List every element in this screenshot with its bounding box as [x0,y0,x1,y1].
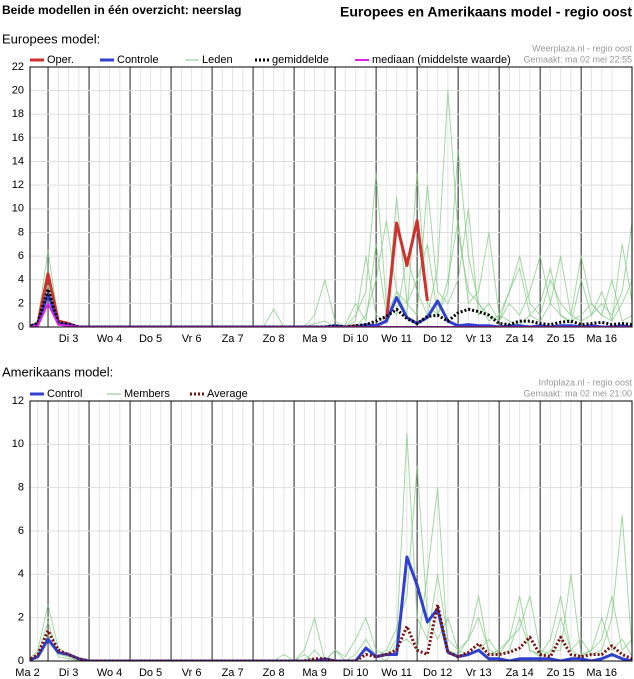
y-tick-label: 16 [12,132,24,144]
x-tick-label: Ma 9 [302,667,326,679]
page-title: Beide modellen in één overzicht: neersla… [2,3,241,17]
member-line [30,149,632,327]
legend-label: Controle [117,54,159,66]
y-tick-label: 4 [18,568,24,580]
x-tick-label: Za 7 [222,667,244,679]
x-tick-label: Di 10 [343,667,369,679]
x-tick-label: Za 7 [222,333,244,345]
member-line [30,184,632,327]
x-tick-label: Di 10 [343,333,369,345]
y-tick-label: 6 [18,250,24,262]
section-title: Amerikaans model: [2,364,113,379]
section-title: Europees model: [2,31,100,46]
x-tick-label: Vr 6 [182,667,202,679]
series-line [30,302,632,327]
x-tick-label: Do 12 [423,333,452,345]
x-tick-label: Do 5 [139,333,162,345]
y-tick-label: 14 [12,155,24,167]
legend-label: Control [47,388,82,400]
x-tick-label: Zo 8 [263,667,285,679]
x-tick-label: Do 12 [423,667,452,679]
x-tick-label: Ma 9 [302,333,326,345]
y-tick-label: 2 [18,612,24,624]
y-tick-label: 10 [12,203,24,215]
x-tick-label: Zo 8 [263,333,285,345]
plot [30,67,632,327]
plot-border [29,66,633,328]
made: Gemaakt: ma 02 mei 22:55 [523,54,632,64]
member-line [30,90,632,327]
x-tick-label: Wo 4 [97,333,122,345]
y-tick-label: 12 [12,179,24,191]
x-tick-label: Za 14 [506,667,534,679]
member-line [30,465,632,661]
series-line [30,555,632,661]
x-tick-label: Ma 16 [586,667,617,679]
x-tick-label: Vr 13 [466,667,492,679]
legend-label: Oper. [47,54,74,66]
x-tick-label: Vr 13 [466,333,492,345]
legend-label: mediaan (middelste waarde) [372,54,511,66]
x-tick-label: Wo 4 [97,667,122,679]
member-line [30,433,632,661]
made: Gemaakt: ma 02 mei 21:00 [523,388,632,398]
x-tick-label: Vr 6 [182,333,202,345]
x-tick-label: Zo 15 [547,667,575,679]
x-tick-label: Di 3 [59,333,79,345]
source: Infoplaza.nl - regio oost [538,377,632,387]
x-tick-label: Wo 11 [381,333,412,345]
y-tick-label: 10 [12,438,24,450]
member-line [30,172,632,327]
page-subtitle: Europees en Amerikaans model - regio oos… [340,4,632,20]
legend-label: Leden [202,54,233,66]
y-tick-label: 2 [18,297,24,309]
x-tick-label: Ma 2 [15,667,39,679]
y-tick-label: 22 [12,61,24,73]
plot [30,401,632,661]
y-tick-label: 18 [12,108,24,120]
x-tick-label: Za 14 [506,333,534,345]
y-tick-label: 20 [12,85,24,97]
y-tick-label: 0 [18,321,24,333]
x-tick-label: Di 3 [59,667,79,679]
member-line [30,487,632,661]
y-tick-label: 8 [18,482,24,494]
legend-label: Members [124,388,170,400]
source: Weerplaza.nl - regio oost [532,43,632,53]
x-tick-label: Zo 15 [547,333,575,345]
y-tick-label: 12 [12,395,24,407]
y-tick-label: 0 [18,655,24,667]
x-tick-label: Wo 11 [381,667,412,679]
x-tick-label: Ma 16 [586,333,617,345]
legend-label: Average [207,388,248,400]
y-tick-label: 6 [18,525,24,537]
legend-label: gemiddelde [272,54,329,66]
plot-border [29,400,633,662]
y-tick-label: 8 [18,226,24,238]
x-tick-label: Do 5 [139,667,162,679]
y-tick-label: 4 [18,274,24,286]
